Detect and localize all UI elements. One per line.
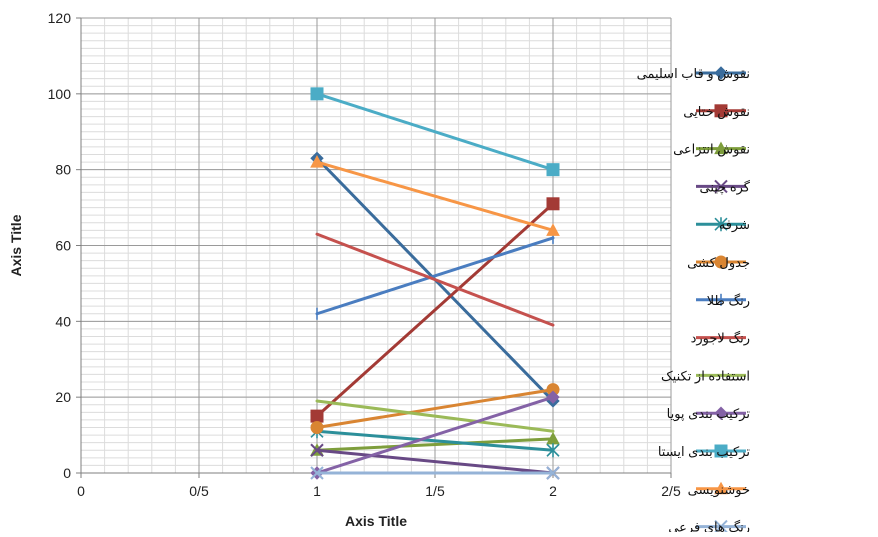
legend-item[interactable]: رنگ های فرعی (668, 519, 750, 536)
legend-label: شرفه (719, 217, 750, 233)
series-10 (310, 87, 560, 177)
data-point (546, 163, 560, 177)
series-line (315, 395, 555, 475)
legend-marker (714, 444, 728, 458)
legend-label: خوشنویسی (688, 482, 750, 498)
legend-label: رنگ لاجورد (691, 331, 750, 347)
legend-item[interactable]: رنگ لاجورد (691, 331, 750, 347)
x-tick-label: 0 (77, 483, 85, 499)
legend-marker (714, 217, 728, 232)
data-point (546, 390, 560, 404)
legend-label: نقوش ختایی (683, 104, 750, 120)
series-line (315, 448, 555, 475)
series-8 (315, 399, 555, 433)
legend-label: رنگ طلا (707, 293, 750, 309)
legend-item[interactable]: استفاده از تکنیک (661, 368, 750, 384)
legend-item[interactable]: نقوش و قاب اسلیمی (637, 66, 750, 82)
series-line (315, 429, 555, 452)
y-axis-title: Axis Title (8, 214, 24, 276)
legend-item[interactable]: شرفه (696, 217, 750, 233)
legend-label: جدول کشی (687, 255, 750, 271)
x-tick-label: 2/5 (661, 483, 681, 499)
legend-item[interactable]: نقوش ختایی (683, 104, 750, 120)
legend-label: نقوش و قاب اسلیمی (637, 66, 750, 82)
legend-item[interactable]: ترکیب بندی ایستا (658, 444, 751, 460)
legend-marker (714, 519, 728, 534)
data-point (310, 87, 324, 101)
x-tick-label: 1/5 (425, 483, 445, 499)
x-tick-label: 0/5 (189, 483, 209, 499)
series-line (315, 232, 555, 327)
tick-labels: 0 0/5 1 1/5 2 2/5 0 20 40 60 80 100 120 (48, 10, 681, 499)
legend-label: ترکیب بندی ایستا (658, 444, 751, 460)
legend-label: نقوش انتزاعی (673, 142, 750, 158)
series-line (315, 92, 555, 172)
series-line (315, 236, 555, 316)
legend-marker (714, 255, 728, 269)
legend-marker (714, 406, 728, 420)
series-line (315, 399, 555, 433)
series-group (310, 87, 560, 480)
legend-marker (714, 104, 728, 118)
series-7 (315, 232, 555, 327)
data-point (310, 155, 324, 168)
series-line (315, 437, 555, 452)
y-tick-label: 60 (55, 238, 71, 254)
x-axis-title: Axis Title (345, 513, 407, 529)
data-point (310, 421, 324, 434)
series-1 (310, 197, 560, 423)
legend-marker (714, 481, 728, 495)
series-line (315, 388, 555, 429)
legend-label: ترکیب بندی پویا (667, 406, 751, 422)
data-point (546, 197, 560, 211)
x-tick-label: 2 (549, 483, 557, 499)
legend-marker (714, 66, 728, 80)
data-point (546, 223, 560, 236)
y-tick-label: 20 (55, 389, 71, 405)
series-line (315, 202, 555, 418)
legend-label: گره چینی (699, 179, 750, 195)
legend-item[interactable]: نقوش انتزاعی (673, 141, 750, 158)
y-tick-label: 0 (63, 465, 71, 481)
legend-marker (714, 141, 728, 155)
data-point (546, 443, 560, 458)
legend-item[interactable]: خوشنویسی (688, 481, 750, 498)
legend-label: رنگ های فرعی (668, 520, 750, 532)
legend-item[interactable]: رنگ طلا (696, 293, 750, 309)
y-tick-label: 40 (55, 313, 71, 329)
data-point (310, 466, 324, 480)
series-line (315, 160, 555, 232)
legend-marker (714, 179, 728, 194)
legend-item[interactable]: گره چینی (696, 179, 751, 195)
y-tick-label: 120 (48, 10, 72, 26)
data-point (310, 443, 324, 457)
y-tick-label: 100 (48, 86, 72, 102)
series-12 (310, 466, 560, 480)
legend-item[interactable]: جدول کشی (687, 255, 750, 271)
legend-label: استفاده از تکنیک (661, 368, 750, 384)
x-tick-label: 1 (313, 483, 321, 499)
legend-item[interactable]: ترکیب بندی پویا (667, 406, 751, 422)
series-5 (310, 383, 560, 434)
data-point (546, 466, 560, 480)
data-point (310, 409, 324, 423)
series-11 (310, 155, 560, 236)
y-tick-label: 80 (55, 162, 71, 178)
